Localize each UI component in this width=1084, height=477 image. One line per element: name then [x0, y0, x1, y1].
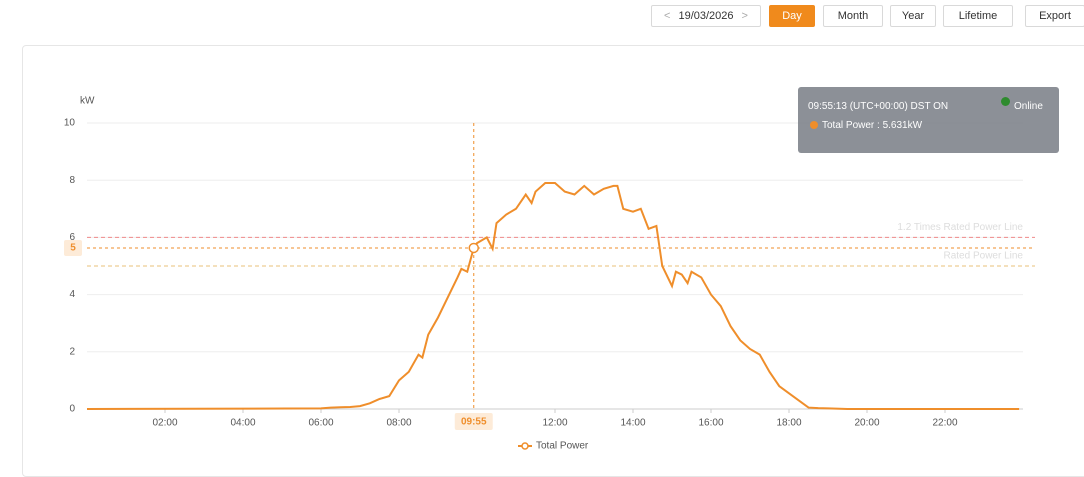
- next[interactable]: >: [741, 10, 748, 22]
- power-line: [86, 182, 1020, 410]
- cursor-x-label: 09:55: [461, 417, 487, 428]
- cursor-y-badge: [64, 239, 82, 256]
- tooltip-value: 5.631kW: [882, 120, 923, 131]
- tooltip-status: Online: [1014, 101, 1043, 112]
- y-tick-label: 0: [69, 404, 75, 415]
- date: 19/03/2026: [678, 10, 734, 22]
- y-tick-label: 8: [69, 175, 75, 186]
- toolbar-button[interactable]: Month: [823, 5, 883, 27]
- toolbar-button[interactable]: Year: [890, 5, 936, 27]
- legend-label: Total Power: [536, 441, 589, 452]
- status-dot: [1001, 97, 1010, 106]
- toolbar-button[interactable]: Export: [1025, 5, 1084, 27]
- y-tick-label: 6: [69, 232, 75, 243]
- y-tick-label: 4: [69, 289, 75, 300]
- tooltip-label: Total Power : 5.631kW: [822, 120, 922, 131]
- cursor-x-badge: [454, 413, 493, 430]
- x-tick-label: 04:00: [230, 418, 255, 429]
- y-tick-label: 10: [64, 118, 76, 129]
- cursor-y-label: 5: [70, 243, 76, 254]
- reference-label: 1.2 Times Rated Power Line: [897, 222, 1023, 233]
- toolbar-button[interactable]: Lifetime: [943, 5, 1013, 27]
- x-tick-label: 06:00: [308, 418, 333, 429]
- toolbar-button[interactable]: Day: [769, 5, 815, 27]
- reference-label: Rated Power Line: [944, 251, 1024, 262]
- x-tick-label: 22:00: [932, 418, 957, 429]
- x-tick-label: 16:00: [698, 418, 723, 429]
- y-tick-label: 2: [69, 346, 75, 357]
- tooltip: 09:55:13 (UTC+00:00) DST ON Online Total…: [798, 87, 1059, 153]
- x-tick-label: 12:00: [542, 418, 567, 429]
- tooltip-time: 09:55:13 (UTC+00:00) DST ON: [808, 101, 949, 112]
- tooltip-dot: [810, 121, 818, 129]
- x-tick-label: 20:00: [854, 418, 879, 429]
- y-axis-label: kW: [80, 96, 95, 107]
- prev[interactable]: <: [664, 10, 671, 22]
- x-tick-label: 18:00: [776, 418, 801, 429]
- x-tick-label: 02:00: [152, 418, 177, 429]
- x-tick-label: 08:00: [386, 418, 411, 429]
- date-picker[interactable]: <19/03/2026 >: [651, 5, 761, 27]
- legend-marker: [521, 442, 529, 450]
- hover-point: [468, 242, 480, 254]
- x-tick-label: 14:00: [620, 418, 645, 429]
- tooltip-series: Total Power :: [822, 120, 880, 131]
